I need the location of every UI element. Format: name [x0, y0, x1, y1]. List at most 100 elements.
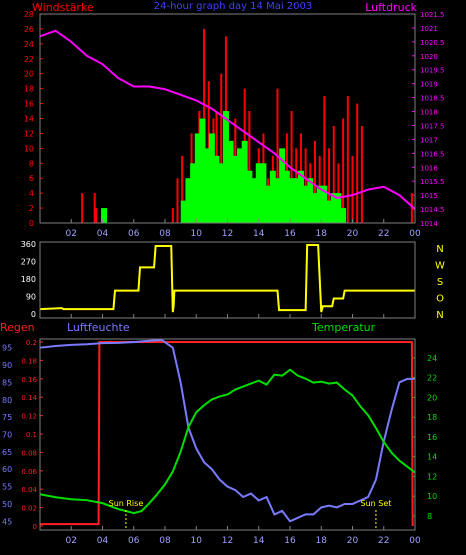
wind-y-tick-label: 22 [24, 55, 34, 64]
wind-x-tick-label: 10 [191, 229, 203, 239]
wind-bar [307, 178, 314, 223]
wind-bar [297, 170, 304, 223]
pressure-y-tick-label: 1017.5 [420, 122, 445, 130]
climate-x-tick-label: 10 [191, 536, 203, 546]
sun-rise-label: Sun Rise [109, 499, 144, 508]
wind-bar [208, 133, 215, 223]
graph-date-title: 24-hour graph day 14 Mai 2003 [154, 1, 313, 12]
gust-bar [93, 193, 96, 223]
wind-y-tick-label: 2 [29, 204, 34, 213]
climate-x-tick-label: 18 [316, 536, 328, 546]
gust-bar [220, 73, 223, 223]
humidity-legend: Luftfeuchte [67, 321, 130, 334]
pressure-y-tick-label: 1020.5 [420, 39, 445, 47]
wind-bar [246, 170, 253, 223]
climate-x-tick-label: 06 [128, 536, 140, 546]
humidity-y-tick-label: 45 [2, 517, 12, 526]
gust-bar [248, 111, 251, 223]
wind-bar [260, 163, 267, 223]
pressure-y-tick-label: 1020 [420, 53, 438, 61]
gust-bar [95, 208, 98, 223]
rain-y-tick-label: 0.1 [26, 431, 37, 439]
wind-title: Windstärke [32, 1, 94, 14]
wind-bar [283, 170, 290, 223]
pressure-y-tick-label: 1019 [420, 81, 438, 89]
wind-bar [227, 140, 234, 223]
climate-x-tick-label: 02 [66, 536, 77, 546]
pressure-y-tick-label: 1016 [420, 164, 438, 172]
wind-y-tick-label: 26 [24, 25, 34, 34]
wind-x-tick-label: 12 [222, 229, 233, 239]
wind-y-tick-label: 8 [29, 159, 34, 168]
humidity-y-tick-label: 60 [2, 465, 12, 474]
wind-bar [213, 155, 220, 223]
gust-bar [351, 155, 354, 223]
wind-bar [222, 111, 229, 223]
direction-frame [39, 241, 416, 319]
rain-y-tick-label: 0.04 [21, 486, 37, 494]
wind-bar [269, 170, 276, 223]
rain-y-tick-label: 0.16 [21, 376, 37, 384]
pressure-y-tick-label: 1017 [420, 136, 438, 144]
humidity-y-tick-label: 70 [2, 431, 12, 440]
humidity-y-tick-label: 80 [2, 396, 12, 405]
gust-bar [360, 125, 363, 223]
wind-panel: 024681012141618202224262810141014.510151… [24, 10, 445, 239]
temperature-y-tick-label: 20 [427, 393, 437, 402]
gust-bar [332, 125, 335, 223]
rain-line [40, 341, 414, 527]
humidity-y-tick-label: 90 [2, 361, 12, 370]
wind-bar [321, 185, 328, 223]
pressure-y-tick-label: 1019.5 [420, 67, 445, 75]
wind-x-tick-label: 18 [316, 229, 328, 239]
gust-bar [314, 140, 316, 223]
gust-bar [356, 103, 359, 223]
pressure-y-tick-label: 1015.5 [420, 178, 445, 186]
climate-x-tick-label: 12 [222, 536, 233, 546]
wind-x-tick-label: 16 [284, 229, 296, 239]
wind-bar [190, 163, 197, 223]
pressure-y-tick-label: 1021 [420, 25, 438, 33]
wind-bar [312, 193, 318, 223]
wind-bar [288, 178, 295, 223]
climate-x-tick-label: 00 [409, 536, 421, 546]
wind-bar [185, 178, 192, 223]
temperature-y-tick-label: 16 [427, 433, 437, 442]
sun-set-label: Sun Set [360, 499, 391, 508]
wind-bar [251, 178, 258, 223]
wind-y-tick-label: 20 [24, 70, 34, 79]
gust-bar [323, 96, 326, 223]
wind-bar [237, 148, 243, 223]
wind-x-tick-label: 06 [128, 229, 140, 239]
wind-x-tick-label: 00 [409, 229, 421, 239]
wind-bar [255, 163, 262, 223]
temperature-y-tick-label: 10 [427, 492, 437, 501]
rain-y-tick-label: 0.02 [21, 505, 37, 513]
wind-bar [316, 185, 323, 223]
temperature-y-tick-label: 8 [427, 512, 432, 521]
rain-y-tick-label: 0.18 [21, 357, 37, 365]
rain-y-tick-label: 0.12 [21, 413, 37, 421]
wind-bar [218, 163, 225, 223]
wind-y-tick-label: 14 [24, 115, 34, 124]
climate-x-tick-label: 08 [159, 536, 171, 546]
wind-x-tick-label: 20 [347, 229, 359, 239]
wind-x-tick-label: 22 [378, 229, 389, 239]
wind-bar [330, 193, 337, 223]
pressure-title: Luftdruck [365, 1, 417, 14]
wind-y-tick-label: 12 [24, 129, 34, 138]
gust-bar [410, 193, 413, 223]
climate-x-tick-label: 16 [284, 536, 296, 546]
compass-label: N [436, 244, 443, 255]
humidity-y-tick-label: 50 [2, 500, 12, 509]
rain-legend: Regen [0, 321, 35, 334]
climate-x-tick-label: 22 [378, 536, 389, 546]
gust-bar [181, 155, 184, 223]
wind-bar [204, 148, 211, 223]
humidity-y-tick-label: 65 [2, 448, 12, 457]
wind-y-tick-label: 18 [24, 85, 34, 94]
pressure-y-tick-label: 1014 [420, 220, 438, 228]
gust-bar [290, 111, 293, 223]
